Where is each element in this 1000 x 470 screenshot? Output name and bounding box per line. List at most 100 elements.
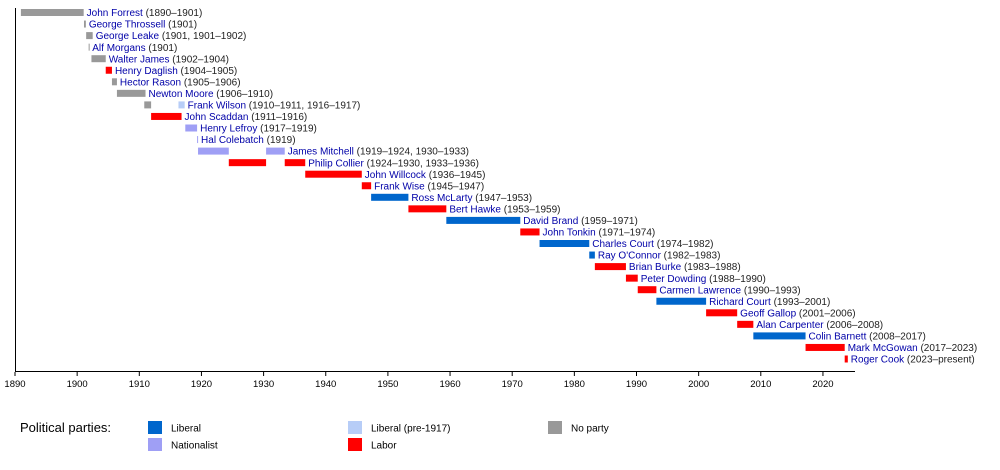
x-tick-label: 1930 xyxy=(253,379,274,390)
premier-label: Henry Daglish (1904–1905) xyxy=(115,66,237,77)
labels-layer: John Forrest (1890–1901)George Throssell… xyxy=(87,8,978,366)
premier-years: (1953–1959) xyxy=(501,204,561,215)
term-bar xyxy=(151,112,182,120)
x-tick-label: 1940 xyxy=(315,379,336,390)
premier-name-link[interactable]: George Leake xyxy=(96,31,160,42)
legend-item-nationalist: Nationalist xyxy=(148,438,218,452)
premier-name-link[interactable]: Hal Colebatch xyxy=(201,135,264,146)
x-tick-label: 1890 xyxy=(4,379,25,390)
premier-label: James Mitchell (1919–1924, 1930–1933) xyxy=(288,147,469,158)
premier-years: (1993–2001) xyxy=(771,297,831,308)
premier-years: (1983–1988) xyxy=(681,262,741,273)
premier-name-link[interactable]: John Forrest xyxy=(87,8,143,19)
legend-label: Liberal xyxy=(171,424,201,435)
legend-label: Nationalist xyxy=(171,441,218,452)
premier-name-link[interactable]: Brian Burke xyxy=(629,262,682,273)
term-bar xyxy=(178,101,185,109)
premier-label: Hal Colebatch (1919) xyxy=(201,135,295,146)
term-bar xyxy=(446,216,521,224)
term-bar xyxy=(91,55,106,63)
premier-name-link[interactable]: Alan Carpenter xyxy=(756,320,824,331)
premier-name-link[interactable]: Ross McLarty xyxy=(411,193,472,204)
term-bar xyxy=(20,9,84,16)
premier-name-link[interactable]: Walter James xyxy=(109,54,170,65)
term-bar xyxy=(284,159,306,167)
premier-years: (2008–2017) xyxy=(866,332,926,343)
premier-label: Hector Rason (1905–1906) xyxy=(120,77,241,88)
premier-name-link[interactable]: Carmen Lawrence xyxy=(659,285,741,296)
premier-name-link[interactable]: Bert Hawke xyxy=(449,204,501,215)
premier-years: (1905–1906) xyxy=(181,77,241,88)
legend-swatch xyxy=(148,438,162,451)
term-bar xyxy=(111,78,117,86)
premier-label: Frank Wilson (1910–1911, 1916–1917) xyxy=(188,101,361,112)
premier-years: (1904–1905) xyxy=(178,66,238,77)
term-bar xyxy=(753,332,806,340)
legend-item-labor: Labor xyxy=(348,438,397,452)
premier-years: (1919–1924, 1930–1933) xyxy=(354,147,469,158)
premier-name-link[interactable]: Newton Moore xyxy=(149,89,214,100)
premier-label: Walter James (1902–1904) xyxy=(109,54,229,65)
legend-swatch xyxy=(148,421,162,434)
term-bar xyxy=(116,89,146,97)
term-bar xyxy=(520,228,540,236)
term-bar xyxy=(144,101,152,109)
premier-name-link[interactable]: James Mitchell xyxy=(288,147,354,158)
premier-name-link[interactable]: John Scaddan xyxy=(185,112,249,123)
premier-years: (1971–1974) xyxy=(596,228,656,239)
premier-name-link[interactable]: John Tonkin xyxy=(543,228,596,239)
premier-label: Henry Lefroy (1917–1919) xyxy=(200,124,317,135)
premier-name-link[interactable]: John Willcock xyxy=(365,170,427,181)
premier-name-link[interactable]: Mark McGowan xyxy=(848,343,918,354)
premier-name-link[interactable]: Frank Wise xyxy=(374,181,425,192)
premier-name-link[interactable]: Philip Collier xyxy=(308,158,364,169)
premier-label: Alf Morgans (1901) xyxy=(92,43,177,54)
legend-label: Labor xyxy=(371,441,397,452)
legend-swatch xyxy=(348,421,362,434)
premier-name-link[interactable]: Ray O'Connor xyxy=(598,251,662,262)
term-bar xyxy=(198,147,229,155)
term-bar xyxy=(637,286,657,294)
x-tick-label: 1900 xyxy=(67,379,88,390)
premier-years: (1959–1971) xyxy=(578,216,638,227)
x-tick-label: 1960 xyxy=(439,379,460,390)
premier-name-link[interactable]: David Brand xyxy=(523,216,578,227)
term-bar xyxy=(83,20,86,28)
premier-label: Bert Hawke (1953–1959) xyxy=(449,204,560,215)
premier-label: Roger Cook (2023–present) xyxy=(851,355,975,366)
premier-name-link[interactable]: Peter Dowding xyxy=(641,274,707,285)
term-bar xyxy=(105,66,112,74)
premier-name-link[interactable]: Geoff Gallop xyxy=(740,308,796,319)
premier-years: (1945–1947) xyxy=(425,181,485,192)
premier-name-link[interactable]: Roger Cook xyxy=(851,355,905,366)
legend-title: Political parties: xyxy=(20,420,111,435)
premier-name-link[interactable]: Henry Daglish xyxy=(115,66,178,77)
premier-name-link[interactable]: Hector Rason xyxy=(120,77,181,88)
premier-name-link[interactable]: George Throssell xyxy=(89,20,166,31)
premier-label: George Throssell (1901) xyxy=(89,20,197,31)
legend-swatch xyxy=(348,438,362,451)
term-bar xyxy=(594,263,626,271)
premier-label: John Willcock (1936–1945) xyxy=(365,170,486,181)
term-bar xyxy=(656,297,707,305)
premier-name-link[interactable]: Alf Morgans xyxy=(92,43,145,54)
premier-name-link[interactable]: Colin Barnett xyxy=(809,332,867,343)
legend-item-liberal: Liberal xyxy=(148,421,201,435)
term-bar xyxy=(408,205,447,213)
x-tick-label: 1950 xyxy=(377,379,398,390)
term-bar xyxy=(228,159,267,167)
premier-name-link[interactable]: Charles Court xyxy=(592,239,654,250)
premier-label: David Brand (1959–1971) xyxy=(523,216,638,227)
premier-years: (2006–2008) xyxy=(824,320,884,331)
x-tick-label: 1990 xyxy=(626,379,647,390)
premier-name-link[interactable]: Henry Lefroy xyxy=(200,124,257,135)
term-bar xyxy=(589,251,595,259)
premier-years: (1919) xyxy=(264,135,296,146)
premier-name-link[interactable]: Richard Court xyxy=(709,297,771,308)
premier-label: Ross McLarty (1947–1953) xyxy=(411,193,532,204)
premier-label: Ray O'Connor (1982–1983) xyxy=(598,251,721,262)
premier-name-link[interactable]: Frank Wilson xyxy=(188,101,246,112)
bars-layer xyxy=(20,9,848,363)
term-bar xyxy=(706,309,738,317)
